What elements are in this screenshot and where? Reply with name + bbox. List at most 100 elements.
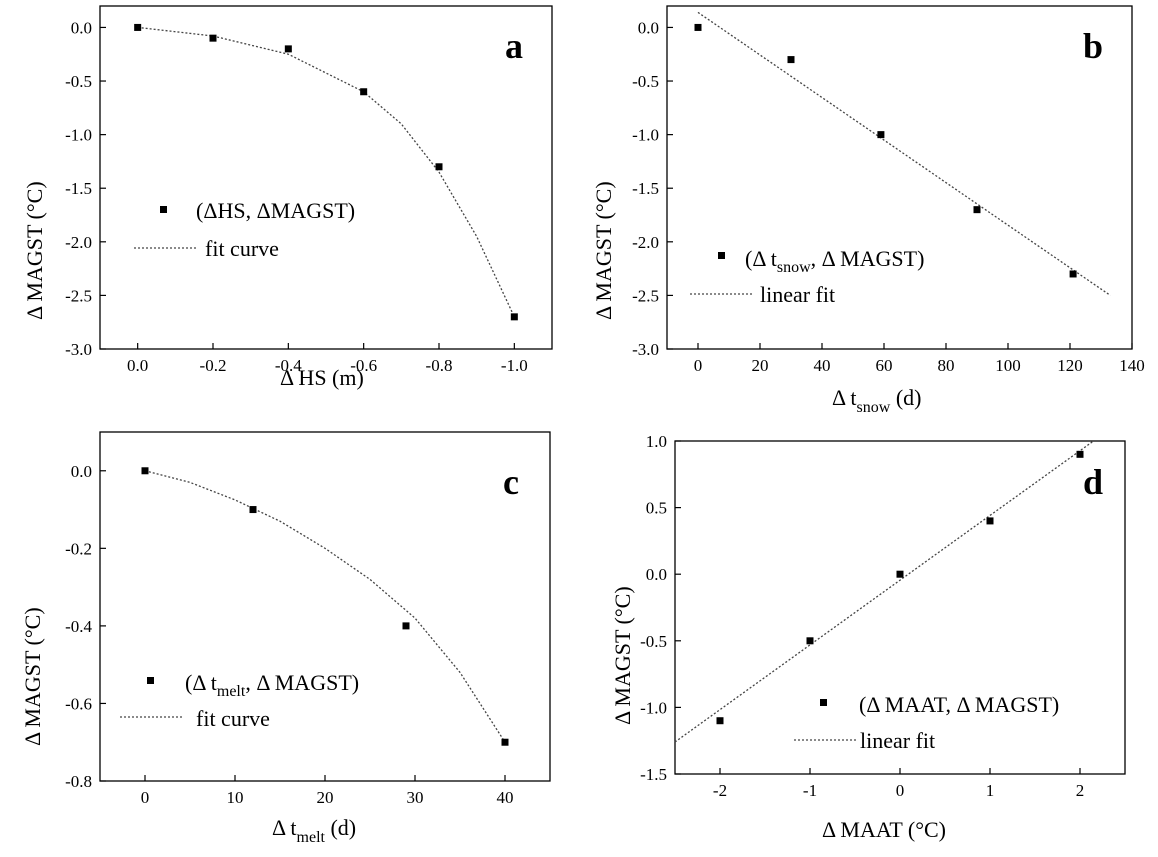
panel-d: -2 -1 0 1 2 1.0 0.5 0.0 -0.5 -1.0 -1.5 d (Δ MAAT, … bbox=[610, 432, 1126, 842]
panel-d-data-point bbox=[986, 517, 994, 525]
panel-c-y-tick-label: -0.6 bbox=[65, 694, 92, 713]
panel-b-data-point bbox=[694, 23, 702, 31]
panel-d-x-tick-label: 0 bbox=[896, 781, 905, 800]
panel-b-y-tick-label: -2.0 bbox=[632, 233, 659, 252]
panel-a-points bbox=[134, 23, 518, 321]
panel-b-x-tick-label: 100 bbox=[995, 356, 1021, 375]
panel-b-y-tick-label: -1.0 bbox=[632, 126, 659, 145]
panel-d-x-tick-label: -1 bbox=[803, 781, 817, 800]
panel-d-legend: (Δ MAAT, Δ MAGST) linear fit bbox=[794, 692, 1059, 753]
panel-c-legend-points-text: (Δ t bbox=[185, 670, 217, 695]
panel-a-plot-frame bbox=[99, 5, 553, 350]
panel-a-y-tick-label: -2.0 bbox=[65, 233, 92, 252]
panel-a-y-tick-label: -1.0 bbox=[65, 126, 92, 145]
panel-d-y-tick-label: -0.5 bbox=[640, 632, 667, 651]
panel-a-x-tick-label: -1.0 bbox=[501, 356, 528, 375]
panel-c-data-point bbox=[501, 738, 509, 746]
panel-c-legend-points-label: (Δ tmelt, Δ MAGST) bbox=[185, 670, 359, 700]
panel-c-letter: c bbox=[503, 462, 519, 502]
panel-b-legend-fit-label: linear fit bbox=[760, 282, 835, 307]
panel-d-points bbox=[716, 450, 1084, 725]
panel-b-x-tick-label: 40 bbox=[814, 356, 831, 375]
panel-b-x-label-tail: (d) bbox=[890, 385, 921, 410]
panel-c-x-tick-label: 40 bbox=[497, 788, 514, 807]
panel-c-fit bbox=[144, 470, 506, 743]
panel-b-fit bbox=[697, 11, 1111, 296]
panel-a-x-tick-label: -0.4 bbox=[275, 356, 302, 375]
panel-a-data-point bbox=[134, 23, 142, 31]
panel-d-y-tick-label: 1.0 bbox=[646, 432, 667, 451]
panel-c-data-point bbox=[141, 467, 149, 475]
panel-b-data-point bbox=[1069, 270, 1077, 278]
panel-a-fit-line bbox=[137, 26, 515, 318]
panel-c-data-point bbox=[249, 506, 257, 514]
panel-c-x-label-sub: melt bbox=[297, 829, 326, 846]
panel-c-x-label-text: Δ t bbox=[272, 815, 297, 840]
panel-a-legend-fit-label: fit curve bbox=[205, 236, 279, 261]
panel-d-legend-marker-points bbox=[820, 699, 827, 706]
panel-b-y-tick-label: 0.0 bbox=[638, 18, 659, 37]
panel-c-legend-points-sub: melt bbox=[217, 683, 246, 700]
panel-b-y-axis-label: Δ MAGST (°C) bbox=[591, 181, 616, 320]
panel-a-data-point bbox=[209, 34, 217, 42]
panel-c-y-axis-label: Δ MAGST (°C) bbox=[20, 607, 45, 746]
panel-c-x-label-tail: (d) bbox=[325, 815, 356, 840]
panel-d-data-point bbox=[806, 637, 814, 645]
panel-a-data-point bbox=[284, 45, 292, 53]
panel-b-x-label-sub: snow bbox=[857, 399, 891, 416]
panel-a-ticks: 0.0 -0.2 -0.4 -0.6 -0.8 -1.0 0.0 -0.5 -1.0 -1.5 -2… bbox=[65, 18, 528, 375]
panel-b: 0 20 40 60 80 100 120 140 0.0 -0.5 -1.0 -1.5 -2.0 -2.… bbox=[591, 5, 1145, 416]
panel-a-x-tick-label: -0.6 bbox=[350, 356, 377, 375]
panel-d-y-tick-label: 0.0 bbox=[646, 565, 667, 584]
panel-c-legend-fit-label: fit curve bbox=[196, 706, 270, 731]
panel-a-x-axis-label: Δ HS (m) bbox=[280, 365, 364, 390]
panel-a-legend: (ΔHS, ΔMAGST) fit curve bbox=[134, 198, 355, 261]
panel-c-points bbox=[141, 467, 509, 746]
panel-d-x-tick-label: -2 bbox=[713, 781, 727, 800]
panel-b-data-point bbox=[877, 131, 885, 139]
panel-b-x-tick-label: 80 bbox=[938, 356, 955, 375]
panel-b-legend-points-sub: snow bbox=[777, 259, 811, 276]
panel-c-ticks: 0 10 20 30 40 0.0 -0.2 -0.4 -0.6 -0.8 bbox=[65, 462, 513, 807]
panel-c-x-tick-label: 30 bbox=[407, 788, 424, 807]
panel-d-data-point bbox=[716, 717, 724, 725]
panel-a-y-tick-label: -0.5 bbox=[65, 72, 92, 91]
panel-a-fit bbox=[137, 26, 515, 318]
panel-a: 0.0 -0.2 -0.4 -0.6 -0.8 -1.0 0.0 -0.5 -1.0 -1.5 -2… bbox=[22, 5, 553, 390]
panel-b-y-tick-label: -1.5 bbox=[632, 179, 659, 198]
panel-c-y-tick-label: 0.0 bbox=[71, 462, 92, 481]
panel-b-fit-line bbox=[697, 11, 1111, 296]
panel-d-y-tick-label: -1.5 bbox=[640, 765, 667, 784]
panel-c-y-tick-label: -0.2 bbox=[65, 539, 92, 558]
panel-d-fit-line bbox=[674, 440, 1094, 743]
panel-c-legend: (Δ tmelt, Δ MAGST) fit curve bbox=[120, 670, 359, 731]
panel-c-x-tick-label: 20 bbox=[317, 788, 334, 807]
panel-c-data-point bbox=[402, 622, 410, 630]
panel-b-x-axis-label: Δ tsnow (d) bbox=[832, 385, 921, 416]
panel-c-legend-points-tail: , Δ MAGST) bbox=[245, 670, 359, 695]
panel-c-x-tick-label: 0 bbox=[141, 788, 150, 807]
panel-a-x-tick-label: -0.8 bbox=[426, 356, 453, 375]
panel-b-plot-frame bbox=[666, 5, 1133, 350]
panel-a-data-point bbox=[435, 163, 443, 171]
panel-b-y-tick-label: -2.5 bbox=[632, 286, 659, 305]
panel-d-x-axis-label: Δ MAAT (°C) bbox=[822, 817, 946, 842]
panel-c-x-axis-label: Δ tmelt (d) bbox=[272, 815, 356, 846]
panel-c-fit-line bbox=[144, 470, 506, 743]
panel-b-x-tick-label: 60 bbox=[876, 356, 893, 375]
panel-d-y-axis-label: Δ MAGST (°C) bbox=[610, 586, 635, 725]
panel-a-x-tick-label: 0.0 bbox=[127, 356, 148, 375]
panel-c-x-tick-label: 10 bbox=[227, 788, 244, 807]
panel-b-legend-points-text: (Δ t bbox=[745, 246, 777, 271]
panel-d-y-tick-label: -1.0 bbox=[640, 698, 667, 717]
panel-a-y-tick-label: 0.0 bbox=[71, 18, 92, 37]
panel-a-y-axis-label: Δ MAGST (°C) bbox=[22, 181, 47, 320]
panel-a-legend-marker-points bbox=[160, 206, 167, 213]
panel-c-y-tick-label: -0.8 bbox=[65, 772, 92, 791]
panel-d-x-tick-label: 2 bbox=[1076, 781, 1085, 800]
panel-d-letter: d bbox=[1083, 462, 1103, 502]
panel-d-fit bbox=[674, 440, 1094, 743]
panel-c-legend-marker-points bbox=[147, 677, 154, 684]
panel-d-ticks: -2 -1 0 1 2 1.0 0.5 0.0 -0.5 -1.0 -1.5 bbox=[640, 432, 1084, 800]
